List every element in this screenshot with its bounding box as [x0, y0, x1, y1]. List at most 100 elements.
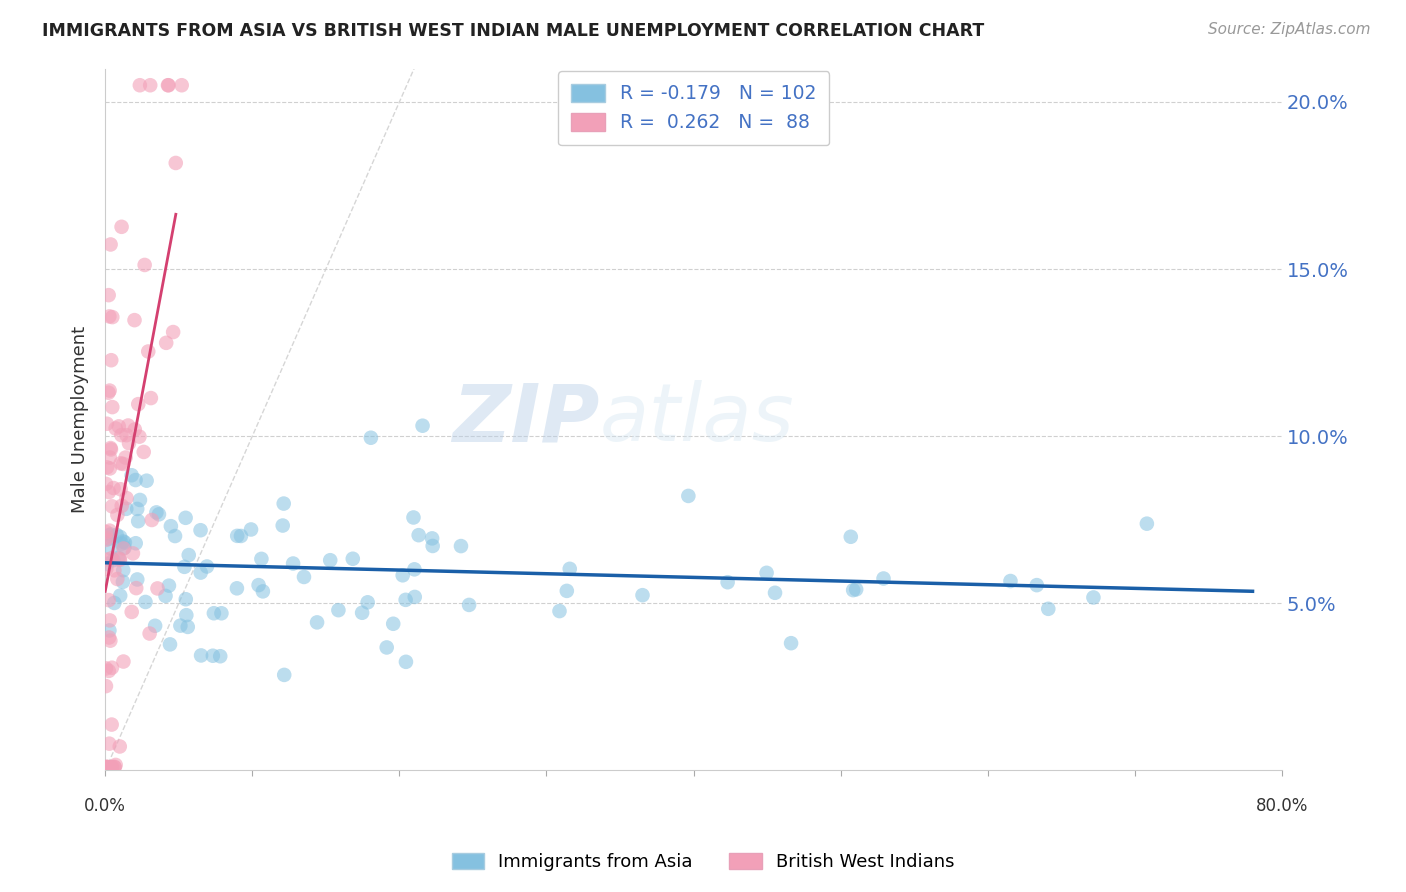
Point	[412, 418, 434, 433]
Point	[134, 595, 156, 609]
Point	[111, 499, 134, 513]
Point	[146, 582, 169, 596]
Point	[209, 607, 232, 621]
Point	[458, 598, 481, 612]
Point	[94, 524, 117, 539]
Point	[125, 536, 148, 550]
Point	[101, 661, 124, 675]
Point	[156, 78, 179, 93]
Point	[97, 593, 120, 607]
Point	[103, 563, 125, 577]
Point	[111, 574, 134, 589]
Point	[555, 583, 578, 598]
Point	[127, 573, 149, 587]
Point	[845, 582, 868, 597]
Point	[127, 397, 149, 411]
Point	[101, 760, 124, 774]
Point	[360, 431, 382, 445]
Point	[103, 760, 125, 774]
Point	[114, 535, 136, 549]
Point	[174, 511, 197, 525]
Point	[1025, 578, 1047, 592]
Point	[132, 445, 155, 459]
Text: atlas: atlas	[599, 381, 794, 458]
Point	[101, 760, 124, 774]
Point	[450, 539, 472, 553]
Point	[155, 589, 177, 603]
Point	[98, 524, 121, 538]
Point	[108, 530, 131, 544]
Point	[114, 541, 136, 555]
Point	[839, 530, 862, 544]
Point	[124, 313, 146, 327]
Point	[307, 615, 329, 630]
Point	[135, 474, 157, 488]
Point	[375, 640, 398, 655]
Text: 0.0%: 0.0%	[84, 797, 127, 815]
Point	[408, 528, 430, 542]
Point	[121, 605, 143, 619]
Point	[382, 616, 405, 631]
Point	[190, 523, 212, 537]
Point	[100, 353, 122, 368]
Point	[98, 450, 121, 465]
Point	[169, 618, 191, 632]
Point	[108, 739, 131, 754]
Point	[96, 531, 118, 545]
Point	[110, 456, 132, 470]
Point	[108, 552, 131, 566]
Point	[98, 461, 121, 475]
Point	[404, 562, 426, 576]
Point	[145, 505, 167, 519]
Point	[143, 619, 166, 633]
Point	[631, 588, 654, 602]
Point	[125, 581, 148, 595]
Point	[190, 566, 212, 580]
Point	[97, 385, 120, 400]
Point	[127, 502, 149, 516]
Point	[1000, 574, 1022, 588]
Point	[842, 583, 865, 598]
Point	[105, 528, 128, 542]
Point	[96, 557, 118, 571]
Point	[558, 562, 581, 576]
Point	[96, 760, 118, 774]
Point	[271, 518, 294, 533]
Point	[94, 679, 117, 693]
Point	[273, 668, 295, 682]
Point	[101, 400, 124, 414]
Text: Source: ZipAtlas.com: Source: ZipAtlas.com	[1208, 22, 1371, 37]
Point	[112, 534, 135, 549]
Point	[98, 633, 121, 648]
Point	[136, 344, 159, 359]
Text: IMMIGRANTS FROM ASIA VS BRITISH WEST INDIAN MALE UNEMPLOYMENT CORRELATION CHART: IMMIGRANTS FROM ASIA VS BRITISH WEST IND…	[42, 22, 984, 40]
Point	[96, 460, 118, 475]
Point	[98, 528, 121, 542]
Point	[103, 760, 125, 774]
Point	[97, 664, 120, 678]
Point	[94, 760, 117, 774]
Point	[110, 428, 132, 442]
Point	[173, 559, 195, 574]
Point	[97, 288, 120, 302]
Point	[391, 568, 413, 582]
Point	[101, 500, 124, 514]
Point	[201, 648, 224, 663]
Point	[96, 417, 118, 431]
Point	[129, 492, 152, 507]
Point	[176, 608, 198, 623]
Point	[103, 596, 125, 610]
Point	[319, 553, 342, 567]
Point	[159, 637, 181, 651]
Point	[112, 655, 135, 669]
Point	[138, 626, 160, 640]
Text: 80.0%: 80.0%	[1256, 797, 1308, 815]
Point	[342, 551, 364, 566]
Point	[1136, 516, 1159, 531]
Point	[104, 421, 127, 435]
Point	[755, 566, 778, 580]
Point	[100, 441, 122, 455]
Legend: R = -0.179   N = 102, R =  0.262   N =  88: R = -0.179 N = 102, R = 0.262 N = 88	[558, 70, 830, 145]
Point	[111, 536, 134, 550]
Point	[163, 529, 186, 543]
